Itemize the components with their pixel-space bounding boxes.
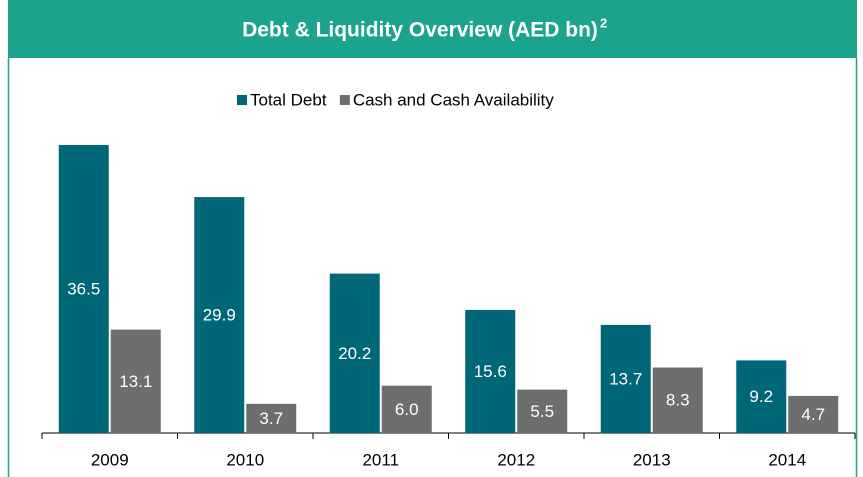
bar (736, 360, 787, 433)
value-label: 3.7 (259, 409, 283, 428)
x-tick-label: 2013 (633, 450, 671, 469)
value-label: 5.5 (530, 402, 554, 421)
x-tick-label: 2010 (226, 450, 264, 469)
value-label: 13.1 (119, 372, 152, 391)
bar (329, 273, 380, 433)
value-label: 15.6 (474, 362, 507, 381)
legend-label: Total Debt (250, 90, 327, 109)
bar (194, 197, 245, 433)
legend-label: Cash and Cash Availability (353, 90, 554, 109)
x-tick-label: 2011 (362, 450, 399, 469)
value-label: 13.7 (609, 369, 642, 388)
chart-title: Debt & Liquidity Overview (AED bn) (242, 19, 598, 42)
value-label: 4.7 (801, 405, 825, 424)
bar (600, 324, 651, 433)
x-tick-label: 2014 (768, 450, 806, 469)
value-label: 36.5 (67, 279, 100, 298)
bar (381, 385, 432, 433)
legend-swatch (339, 95, 350, 105)
bar (246, 403, 297, 433)
bar (517, 389, 568, 433)
bar (465, 309, 516, 433)
x-tick-label: 2009 (91, 450, 129, 469)
value-label: 20.2 (338, 344, 371, 363)
bar (58, 145, 109, 433)
value-label: 8.3 (666, 391, 690, 410)
bar (110, 329, 161, 433)
legend-swatch (237, 95, 247, 105)
bar (788, 395, 839, 433)
title-superscript: 2 (600, 15, 607, 30)
value-label: 6.0 (395, 400, 419, 419)
x-tick-label: 2012 (497, 450, 535, 469)
value-label: 29.9 (203, 306, 236, 325)
value-label: 9.2 (749, 387, 773, 406)
bar (652, 367, 703, 433)
header-bar (8, 0, 857, 58)
